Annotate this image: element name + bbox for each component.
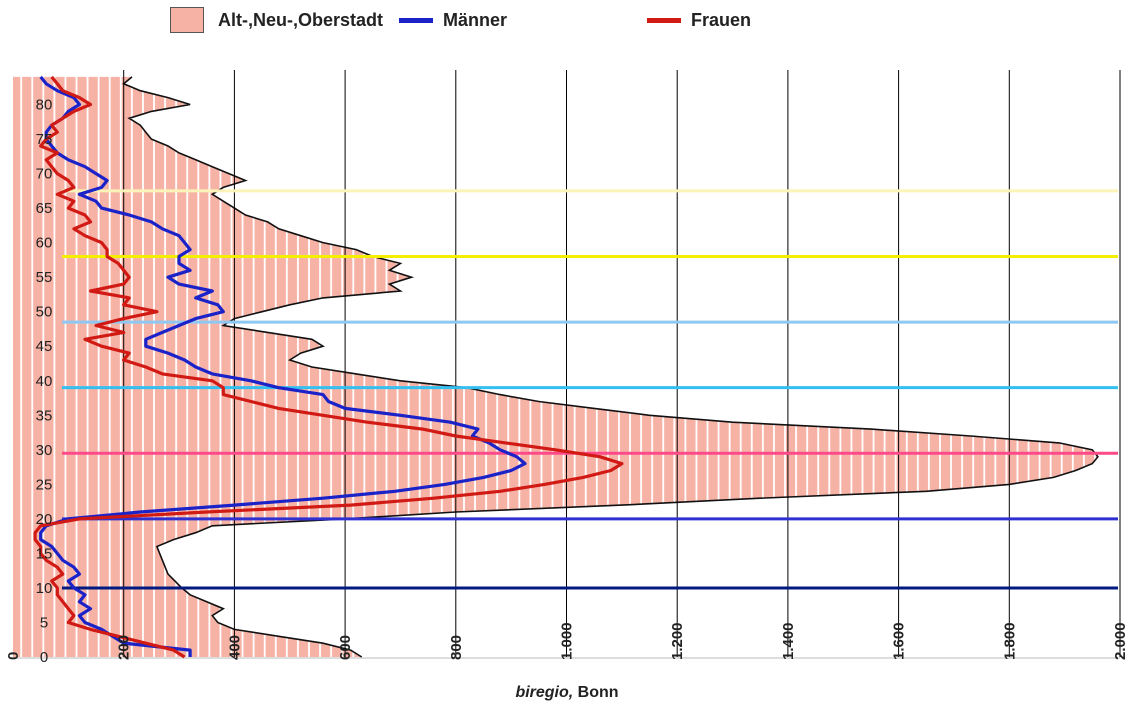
- legend-item-area: Alt-,Neu-,Oberstadt: [170, 7, 383, 33]
- area-fill: [13, 76, 1098, 657]
- y-tick-label: 30: [36, 442, 53, 459]
- source-plain: Bonn: [573, 684, 619, 701]
- x-tick-label: 1.800: [1001, 622, 1018, 660]
- legend-item-women: Frauen: [647, 10, 751, 31]
- legend-swatch-area: [170, 7, 204, 33]
- x-tick-label: 400: [226, 635, 243, 660]
- y-tick-label: 50: [36, 304, 53, 321]
- legend-swatch-women: [647, 17, 682, 23]
- legend-label-men: Männer: [443, 9, 508, 30]
- source-label: biregio, Bonn: [0, 684, 1134, 702]
- y-tick-label: 55: [36, 269, 53, 286]
- x-tick-label: 800: [448, 635, 465, 660]
- x-tick-label: 200: [116, 635, 133, 660]
- y-tick-label: 40: [36, 373, 53, 390]
- legend-label-women: Frauen: [691, 9, 752, 30]
- y-tick-label: 10: [36, 580, 53, 597]
- y-tick-label: 20: [36, 511, 53, 528]
- y-tick-label: 0: [40, 649, 48, 666]
- y-tick-label: 5: [40, 614, 48, 631]
- legend-item-men: Männer: [399, 10, 507, 31]
- area-outline: [122, 76, 1099, 658]
- y-tick-label: 70: [36, 166, 53, 183]
- x-tick-label: 1.200: [669, 622, 686, 660]
- y-tick-label: 45: [36, 338, 53, 355]
- x-tick-label: 1.600: [891, 622, 908, 660]
- x-tick-label: 1.400: [780, 622, 797, 660]
- legend: Alt-,Neu-,Oberstadt Männer Frauen: [170, 5, 751, 35]
- x-tick-label: 600: [337, 635, 354, 660]
- x-tick-label: 1.000: [559, 622, 576, 660]
- y-tick-label: 75: [36, 131, 53, 148]
- y-tick-label: 65: [36, 200, 53, 217]
- men-line: [39, 75, 527, 657]
- y-tick-label: 80: [36, 97, 53, 114]
- y-tick-label: 15: [36, 545, 53, 562]
- legend-label-area: Alt-,Neu-,Oberstadt: [218, 9, 384, 30]
- legend-swatch-men: [399, 17, 434, 23]
- women-line: [33, 75, 624, 659]
- y-tick-label: 35: [36, 407, 53, 424]
- y-tick-label: 60: [36, 235, 53, 252]
- x-tick-label: 2.000: [1112, 622, 1129, 660]
- y-tick-label: 25: [36, 476, 53, 493]
- x-tick-label: 0: [5, 652, 22, 660]
- source-italic: biregio,: [515, 684, 574, 701]
